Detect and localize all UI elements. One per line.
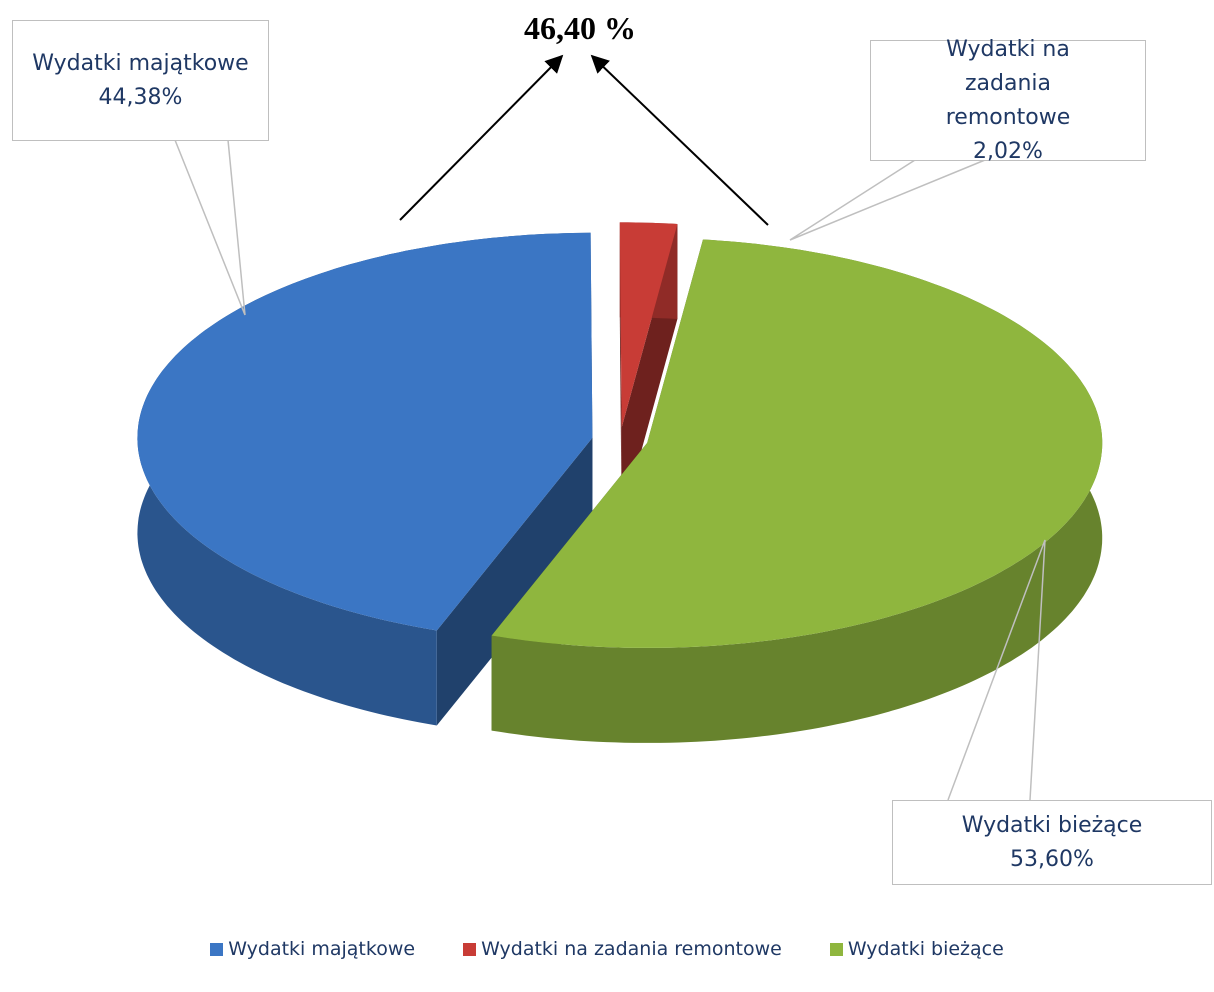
slice xyxy=(137,232,593,726)
annotation: 46,40 % xyxy=(524,10,636,46)
slice-top xyxy=(491,239,1103,648)
legend-swatch xyxy=(463,942,477,956)
legend-item: Wydatki bieżące xyxy=(829,938,1004,960)
leader-line xyxy=(947,539,1046,801)
slice xyxy=(491,239,1103,743)
arrow xyxy=(590,54,769,226)
callout-value: 53,60% xyxy=(1010,846,1094,872)
legend-item: Wydatki majątkowe xyxy=(210,938,415,960)
callout-value: 44,38% xyxy=(98,84,183,110)
legend-item: Wydatki na zadania remontowe xyxy=(463,938,782,960)
callout: Wydatki na zadania remontowe 2,02% xyxy=(870,37,1146,164)
legend-label: Wydatki bieżące xyxy=(847,938,1004,960)
legend-swatch xyxy=(829,942,843,956)
callout-name: Wydatki bieżące xyxy=(961,812,1143,838)
callout: Wydatki bieżące 53,60% xyxy=(892,800,1212,885)
arrow xyxy=(399,54,564,221)
leader-line xyxy=(789,159,986,241)
legend-label: Wydatki na zadania remontowe xyxy=(481,938,782,960)
leader-line xyxy=(174,139,246,316)
slice-top xyxy=(619,222,678,428)
legend-label: Wydatki majątkowe xyxy=(228,938,416,960)
callout-name: Wydatki majątkowe xyxy=(32,50,249,76)
callout-value: 2,02% xyxy=(973,138,1043,164)
leaders xyxy=(174,139,1046,801)
pie xyxy=(137,222,1103,743)
callout-name: Wydatki na zadania remontowe xyxy=(945,36,1071,130)
slice-top xyxy=(137,232,593,631)
legend: Wydatki majątkowe Wydatki na zadania remo… xyxy=(0,938,1214,960)
callout: Wydatki majątkowe 44,38% xyxy=(12,20,269,141)
slice-cut-face xyxy=(436,437,593,726)
slice xyxy=(619,222,678,523)
legend-swatch xyxy=(210,942,224,956)
